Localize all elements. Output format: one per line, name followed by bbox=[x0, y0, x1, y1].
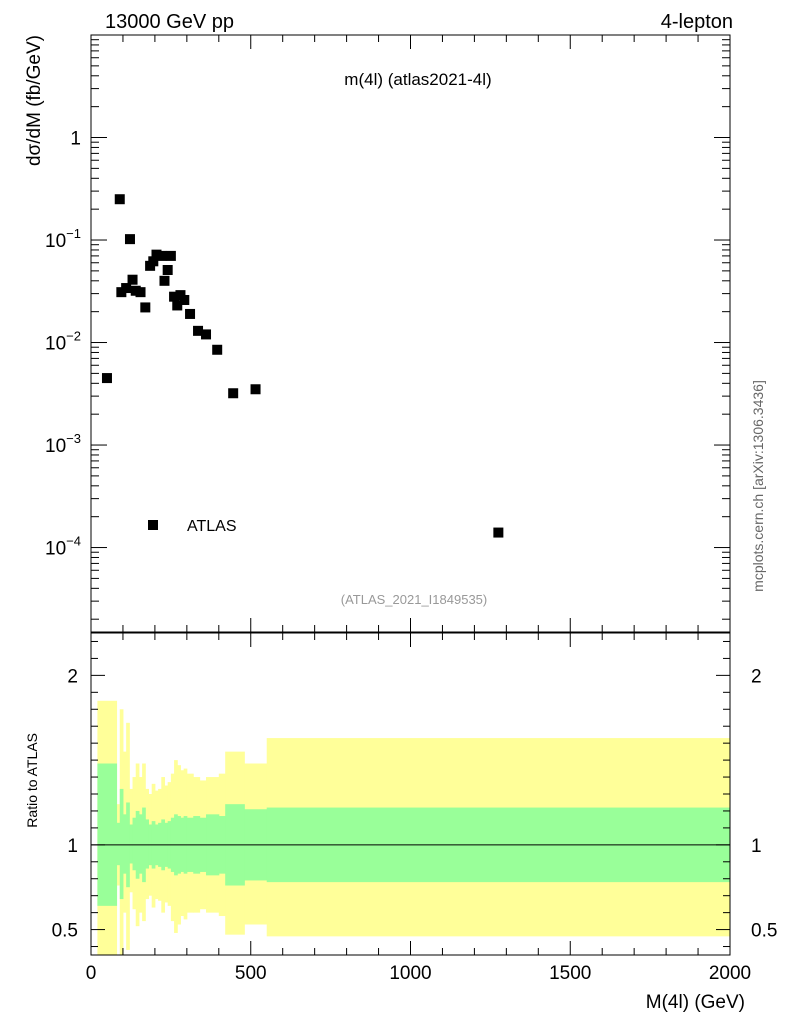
top-plot-title: m(4l) (atlas2021-4l) bbox=[344, 70, 491, 89]
y-tick-label: 10−2 bbox=[45, 329, 81, 355]
ratio-y-tick-label-left: 2 bbox=[67, 666, 78, 687]
top-y-tick-labels: 110−110−210−310−4 bbox=[45, 129, 81, 560]
data-point bbox=[140, 302, 151, 313]
data-point bbox=[212, 344, 223, 355]
header-left-label: 13000 GeV pp bbox=[105, 11, 234, 33]
data-point bbox=[169, 291, 180, 302]
data-points bbox=[101, 194, 504, 538]
legend-marker bbox=[148, 520, 158, 530]
data-point bbox=[493, 527, 504, 538]
data-point bbox=[201, 329, 212, 340]
ratio-y-tick-label-right: 1 bbox=[751, 836, 762, 857]
data-point bbox=[156, 250, 167, 261]
ratio-y-tick-label-left: 0.5 bbox=[52, 921, 78, 942]
y-tick-base: 1 bbox=[70, 129, 81, 150]
y-tick-label: 10−4 bbox=[45, 534, 81, 560]
y-tick-base: 10 bbox=[45, 539, 66, 560]
y-tick-exponent: −4 bbox=[66, 534, 81, 549]
x-tick-label: 500 bbox=[235, 963, 267, 984]
y-tick-base: 10 bbox=[45, 334, 66, 355]
y-tick-base: 10 bbox=[45, 436, 66, 457]
y-tick-exponent: −1 bbox=[66, 226, 81, 241]
header-right-label: 4-lepton bbox=[661, 11, 733, 33]
data-point bbox=[185, 308, 196, 319]
stat-band-bin bbox=[116, 822, 121, 866]
data-point bbox=[101, 373, 112, 384]
reference-label: (ATLAS_2021_I1849535) bbox=[341, 592, 487, 607]
ratio-y-tick-label-right: 0.5 bbox=[751, 921, 777, 942]
data-point bbox=[193, 325, 204, 336]
stat-band-bin bbox=[119, 788, 124, 900]
top-axis-ticks bbox=[90, 34, 731, 633]
legend-label: ATLAS bbox=[187, 518, 237, 535]
data-point bbox=[135, 287, 146, 298]
data-point bbox=[172, 300, 183, 311]
stat-band-bin bbox=[138, 814, 143, 874]
ratio-y-tick-label-left: 1 bbox=[67, 836, 78, 857]
y-tick-exponent: −3 bbox=[66, 431, 81, 446]
x-axis-label: M(4l) (GeV) bbox=[646, 992, 745, 1013]
ratio-tick-labels: 0.5 0.5 1 1 2 2 0 500 1000 1500 2000 bbox=[52, 666, 778, 984]
data-point bbox=[250, 384, 261, 395]
data-point bbox=[228, 388, 239, 399]
data-point bbox=[127, 274, 138, 285]
top-frame bbox=[90, 34, 731, 633]
x-tick-label: 1000 bbox=[389, 963, 431, 984]
data-point bbox=[179, 294, 190, 305]
y-tick-label: 10−3 bbox=[45, 431, 81, 457]
stat-band-bin bbox=[122, 814, 127, 874]
x-tick-label: 2000 bbox=[709, 963, 751, 984]
data-point bbox=[162, 264, 173, 275]
ratio-y-axis-label: Ratio to ATLAS bbox=[24, 733, 40, 828]
top-panel: 110−110−210−310−4 m(4l) (atlas2021-4l) d… bbox=[24, 34, 731, 633]
legend: ATLAS bbox=[148, 518, 237, 535]
y-tick-base: 10 bbox=[45, 231, 66, 252]
data-point bbox=[124, 234, 135, 245]
stat-band-bin bbox=[129, 824, 134, 864]
ratio-panel: 0.5 0.5 1 1 2 2 0 500 1000 1500 2000 Ratio to ATLA… bbox=[24, 632, 778, 1013]
y-tick-exponent: −2 bbox=[66, 329, 81, 344]
ratio-y-tick-label-right: 2 bbox=[751, 666, 762, 687]
uncertainty-bands bbox=[97, 700, 731, 955]
side-watermark-label: mcplots.cern.ch [arXiv:1306.3436] bbox=[750, 380, 766, 592]
data-point bbox=[114, 194, 125, 205]
data-point bbox=[165, 250, 176, 261]
data-point bbox=[148, 256, 159, 267]
ratio-plot-frame bbox=[90, 632, 731, 956]
data-point bbox=[159, 275, 170, 286]
top-y-axis-label: dσ/dM (fb/GeV) bbox=[24, 35, 45, 166]
x-tick-label: 0 bbox=[86, 963, 97, 984]
y-tick-label: 10−1 bbox=[45, 226, 81, 252]
data-point bbox=[121, 283, 132, 294]
y-tick-label: 1 bbox=[70, 129, 81, 150]
stat-band-bin bbox=[97, 763, 118, 906]
x-tick-label: 1500 bbox=[549, 963, 591, 984]
stat-band-bin bbox=[145, 819, 150, 869]
stat-band-bin bbox=[132, 817, 137, 871]
